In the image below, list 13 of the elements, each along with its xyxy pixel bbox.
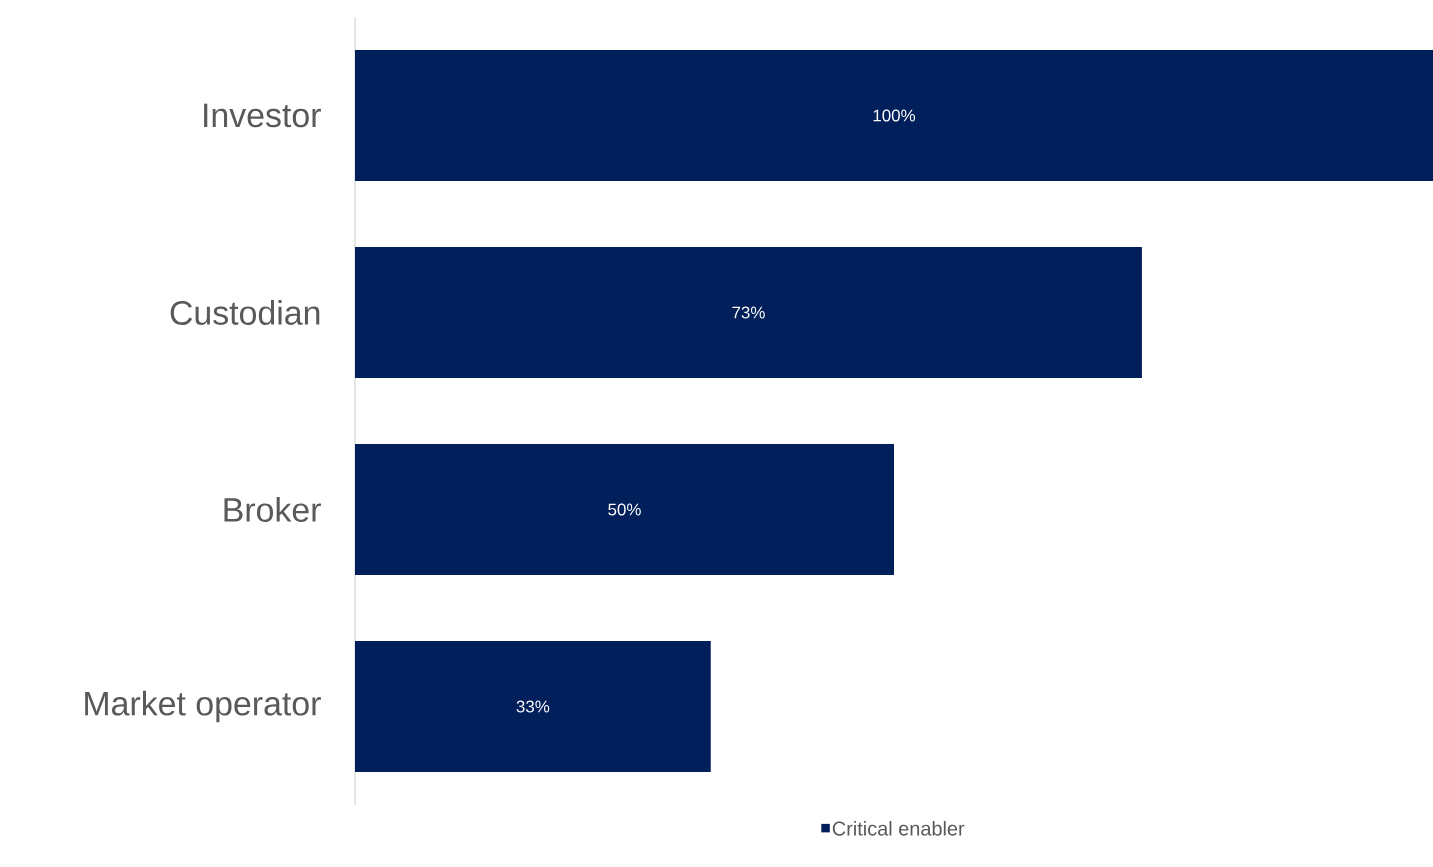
legend-label: Critical enabler: [832, 821, 965, 836]
y-tick-label: Custodian: [170, 300, 320, 325]
bar: [355, 641, 711, 773]
bar: [355, 444, 894, 576]
data-label: 73%: [732, 306, 765, 319]
y-tick-label: Market operator: [85, 690, 321, 723]
data-label: 50%: [608, 503, 641, 516]
y-tick-label: Broker: [224, 497, 321, 522]
bar: [355, 50, 1433, 181]
bar: [355, 247, 1142, 379]
data-label: 100%: [873, 109, 916, 122]
data-label: 33%: [516, 700, 550, 713]
y-tick-label: Investor: [204, 103, 321, 128]
